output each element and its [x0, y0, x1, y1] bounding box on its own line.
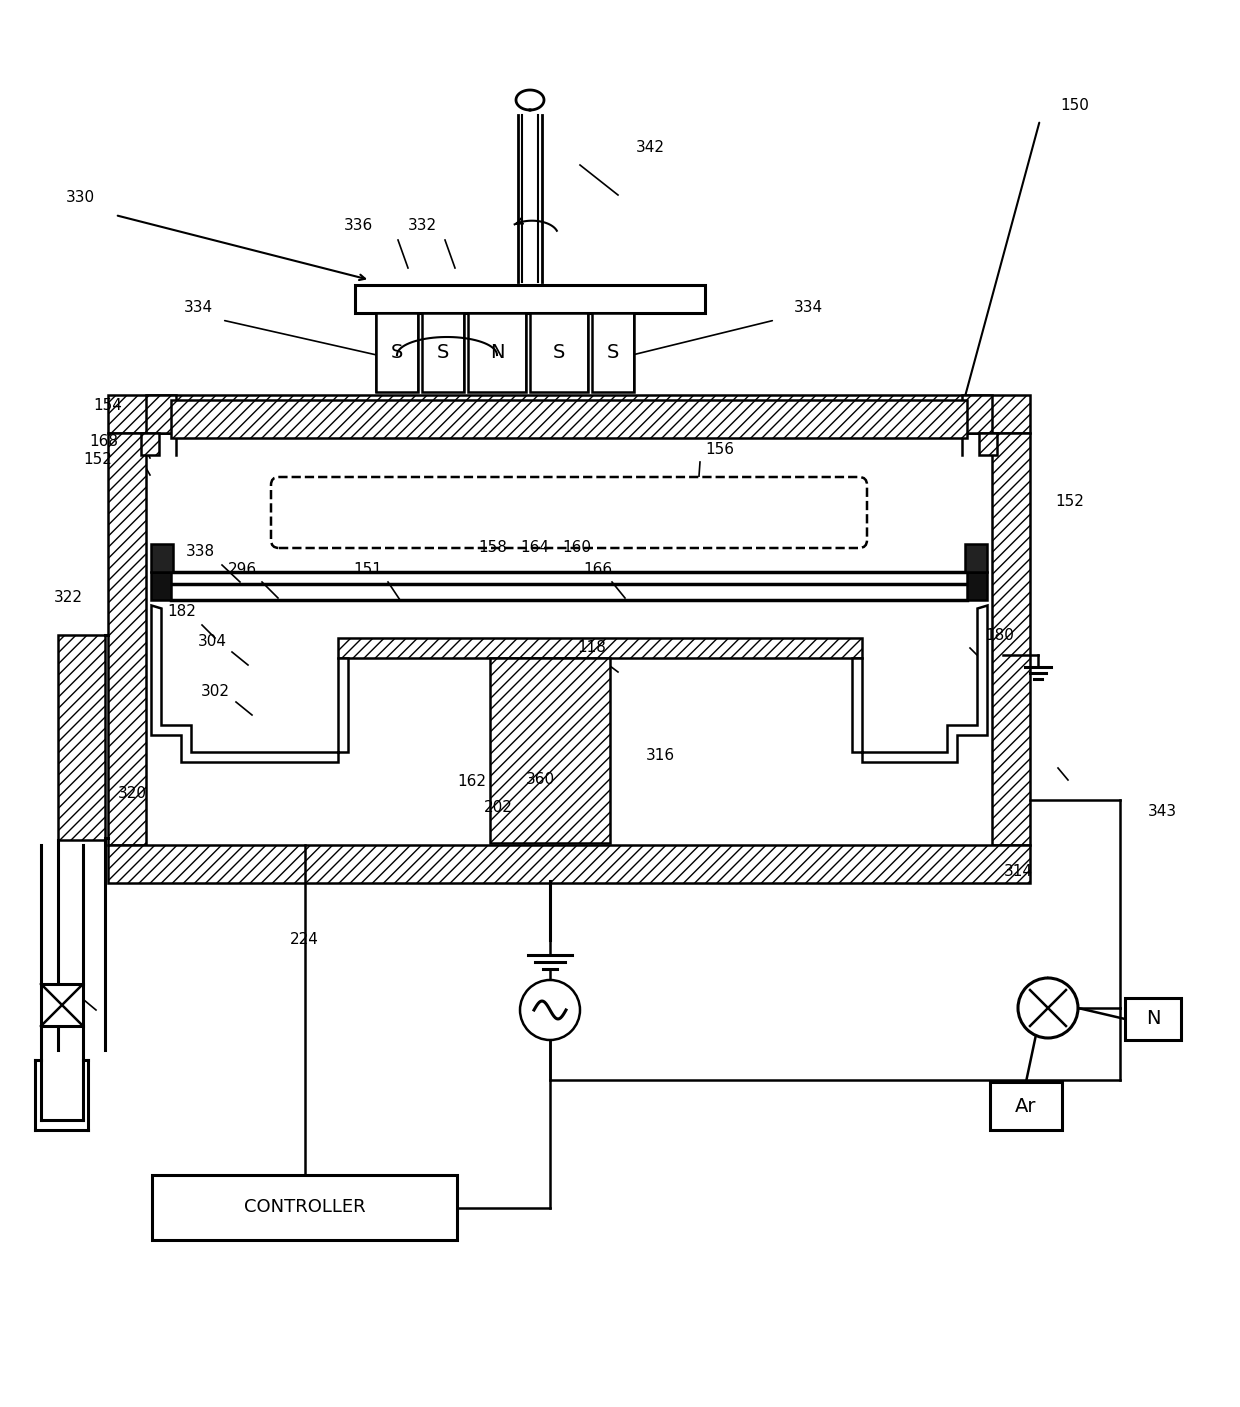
Text: 158: 158: [479, 540, 507, 556]
Text: 342: 342: [635, 141, 665, 156]
Bar: [339, 637, 862, 658]
Bar: [153, 1175, 458, 1240]
Bar: [591, 312, 634, 393]
Text: 343: 343: [1147, 805, 1177, 819]
Text: S: S: [606, 342, 619, 362]
Text: 164: 164: [521, 540, 549, 556]
Text: N: N: [1146, 1009, 1161, 1029]
Bar: [467, 312, 526, 393]
Text: 332: 332: [408, 218, 436, 232]
Text: 316: 316: [646, 747, 675, 763]
Text: S: S: [553, 342, 565, 362]
Text: 182: 182: [167, 605, 196, 619]
Text: 224: 224: [290, 933, 319, 947]
Text: 162: 162: [458, 774, 486, 789]
Bar: [355, 286, 706, 312]
Circle shape: [1018, 978, 1078, 1038]
Text: 151: 151: [353, 563, 382, 577]
Bar: [171, 400, 967, 438]
Bar: [151, 573, 171, 599]
Circle shape: [520, 981, 580, 1040]
Text: N: N: [490, 342, 505, 362]
Bar: [141, 433, 159, 454]
Text: S: S: [391, 342, 403, 362]
Text: 302: 302: [201, 684, 229, 699]
Text: 202: 202: [484, 801, 512, 816]
Text: 360: 360: [526, 772, 554, 788]
Text: 166: 166: [584, 563, 613, 577]
Text: 168: 168: [89, 435, 119, 449]
Bar: [58, 635, 105, 840]
Text: S: S: [436, 342, 449, 362]
Text: CONTROLLER: CONTROLLER: [244, 1199, 366, 1217]
Bar: [1125, 998, 1180, 1040]
Text: 304: 304: [197, 635, 227, 650]
Polygon shape: [151, 605, 348, 763]
Text: 330: 330: [66, 190, 94, 205]
Text: 334: 334: [794, 301, 822, 315]
Text: 118: 118: [578, 640, 606, 656]
Bar: [490, 658, 610, 843]
Bar: [108, 846, 1030, 884]
Text: 322: 322: [53, 591, 83, 605]
Text: 154: 154: [93, 398, 123, 412]
Text: 334: 334: [184, 301, 212, 315]
Text: 156: 156: [706, 442, 734, 457]
Text: 314: 314: [1003, 864, 1033, 879]
Bar: [422, 312, 464, 393]
Text: 180: 180: [986, 628, 1014, 643]
Text: 160: 160: [563, 540, 591, 556]
FancyBboxPatch shape: [272, 477, 867, 547]
Bar: [376, 312, 418, 393]
Bar: [965, 545, 987, 573]
Text: 320: 320: [118, 787, 146, 802]
Bar: [108, 433, 146, 846]
Bar: [108, 395, 1030, 433]
Bar: [529, 312, 588, 393]
Text: 336: 336: [343, 218, 373, 232]
Text: 338: 338: [186, 545, 215, 560]
Bar: [962, 395, 992, 433]
Text: 150: 150: [1060, 97, 1090, 113]
Bar: [967, 573, 987, 599]
Bar: [990, 1082, 1061, 1130]
Bar: [151, 545, 174, 573]
Bar: [146, 395, 176, 433]
Bar: [980, 433, 997, 454]
Text: 296: 296: [227, 563, 257, 577]
Text: 152: 152: [83, 453, 113, 467]
Text: Ar: Ar: [1016, 1096, 1037, 1116]
Bar: [41, 983, 83, 1026]
Polygon shape: [852, 605, 987, 763]
Bar: [992, 433, 1030, 846]
Text: 152: 152: [1055, 494, 1085, 509]
